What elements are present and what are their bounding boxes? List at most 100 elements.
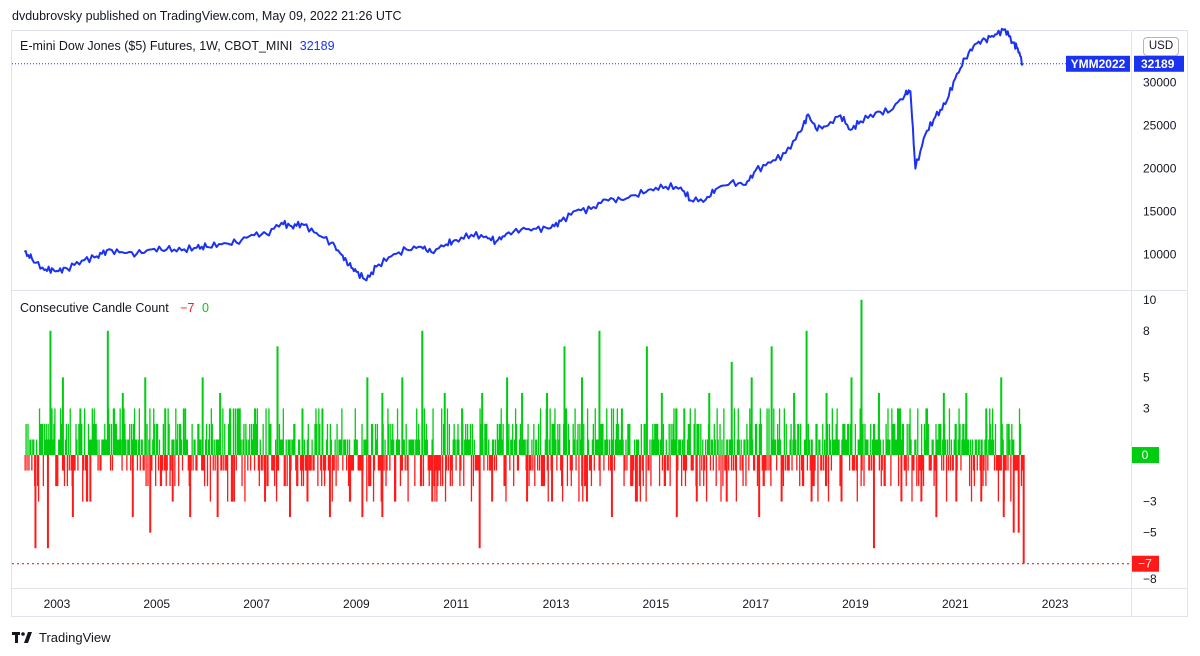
down-bar [543,455,546,487]
down-spike-bar [149,455,152,533]
up-bar [777,439,780,456]
up-bar [523,439,525,456]
down-bar [379,455,381,471]
down-bar [320,455,322,471]
up-bar [75,423,77,456]
down-bar [377,455,379,471]
up-bar [643,423,645,456]
up-bar [915,439,917,456]
down-bar [181,455,184,471]
up-bar [457,423,459,456]
down-bar [428,455,430,487]
up-spike-bar [254,408,257,456]
up-bar [557,423,559,456]
down-bar [880,455,882,487]
up-bar [154,423,156,456]
up-bar [282,408,284,456]
down-bar [912,455,914,471]
down-bar [449,455,451,487]
up-bar [779,439,782,456]
up-spike-bar [897,408,900,456]
down-bar [869,455,871,471]
up-bar [792,439,794,456]
up-spike-bar [61,377,64,456]
up-spike-bar [985,408,988,456]
down-bar [890,455,892,487]
tradingview-footer[interactable]: TradingView [12,630,111,645]
down-bar [683,455,686,471]
up-bar [213,439,215,456]
up-bar [900,439,903,456]
down-bar [929,455,931,471]
indicator-legend[interactable]: Consecutive Candle Count −7 0 [20,301,213,315]
down-bar [537,455,539,471]
up-bar [511,439,513,456]
down-bar [433,455,435,487]
down-bar [139,455,141,471]
currency-button[interactable]: USD [1143,37,1179,56]
down-bar [332,455,334,471]
up-spike-bar [121,392,124,456]
up-bar [910,439,912,456]
up-bar [354,408,356,456]
price-legend[interactable]: E-mini Dow Jones ($5) Futures, 1W, CBOT_… [20,39,339,53]
up-bar [146,423,148,456]
up-bar [773,408,775,456]
down-spike-bar [526,455,529,502]
up-bar [579,423,581,456]
down-spike-bar [71,455,74,518]
up-bar [628,423,630,456]
up-spike-bar [660,392,663,456]
down-bar [427,455,429,471]
up-bar [572,423,574,456]
pane-divider[interactable] [11,290,1188,291]
down-bar [274,455,276,487]
down-bar [442,455,444,487]
down-bar [516,455,519,471]
down-bar [284,455,286,487]
down-bar [648,455,650,471]
down-bar [109,455,112,471]
down-bar [196,455,198,471]
up-bar [25,423,27,456]
down-bar [161,455,164,471]
price-axis-label: 30000 [1143,76,1177,90]
down-bar [748,455,750,471]
up-spike-bar [184,408,187,456]
up-bar [405,423,407,456]
up-bar [749,408,751,456]
up-bar [591,439,594,456]
up-spike-bar [201,377,204,456]
down-bar [630,455,632,487]
down-spike-bar [1012,455,1015,533]
up-spike-bar [106,330,109,456]
up-bar [471,423,474,456]
time-axis-label: 2003 [44,597,71,611]
down-bar [142,455,144,471]
down-bar [770,455,772,487]
down-spike-bar [189,455,192,518]
up-bar [234,408,236,456]
up-bar [485,423,487,456]
down-bar [664,455,666,487]
down-bar [419,455,422,487]
down-bar [641,455,643,471]
up-bar [760,423,762,456]
down-bar [685,455,688,471]
up-bar [294,423,296,456]
down-bar [276,455,279,471]
down-bar [860,455,862,487]
up-bar [118,439,120,456]
up-bar [783,408,785,456]
up-bar [668,423,670,456]
up-spike-bar [965,392,968,456]
down-spike-bar [955,455,958,502]
up-bar [885,423,887,456]
up-bar [424,439,427,456]
up-bar [110,423,113,456]
down-bar [66,455,69,487]
up-bar [156,423,159,456]
up-bar [291,439,293,456]
down-bar [169,455,171,487]
